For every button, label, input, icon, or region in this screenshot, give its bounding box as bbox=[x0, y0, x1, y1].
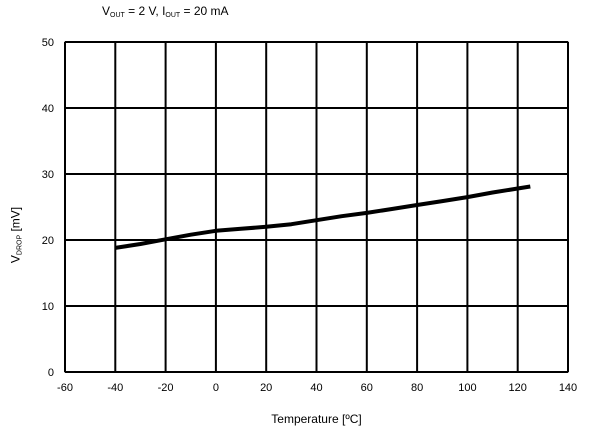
plot-frame bbox=[64, 41, 569, 373]
series-line bbox=[114, 184, 531, 250]
x-tick-label: 20 bbox=[260, 382, 272, 394]
x-tick-label: -60 bbox=[57, 382, 73, 394]
y-tick-label: 30 bbox=[42, 169, 54, 181]
chart-series-group bbox=[114, 184, 531, 250]
x-tick-label: 80 bbox=[411, 382, 423, 394]
x-tick-labels: -60 -40 -20 0 20 40 60 80 100 120 140 bbox=[57, 382, 577, 394]
chart-grid bbox=[64, 41, 569, 373]
x-tick-label: -20 bbox=[158, 382, 174, 394]
y-tick-label: 0 bbox=[48, 367, 54, 379]
x-tick-label: 60 bbox=[361, 382, 373, 394]
x-tick-label: 100 bbox=[458, 382, 476, 394]
y-tick-labels: 0 10 20 30 40 50 bbox=[42, 37, 54, 379]
x-tick-label: 40 bbox=[310, 382, 322, 394]
x-tick-label: -40 bbox=[107, 382, 123, 394]
y-tick-label: 10 bbox=[42, 301, 54, 313]
y-tick-label: 50 bbox=[42, 37, 54, 49]
x-tick-label: 0 bbox=[213, 382, 219, 394]
y-tick-label: 20 bbox=[42, 235, 54, 247]
x-tick-label: 140 bbox=[559, 382, 577, 394]
x-tick-label: 120 bbox=[509, 382, 527, 394]
x-axis-title: Temperature [ºC] bbox=[271, 412, 361, 426]
chart-condition-label: VOUT = 2 V, IOUT = 20 mA bbox=[102, 4, 229, 19]
y-tick-label: 40 bbox=[42, 103, 54, 115]
